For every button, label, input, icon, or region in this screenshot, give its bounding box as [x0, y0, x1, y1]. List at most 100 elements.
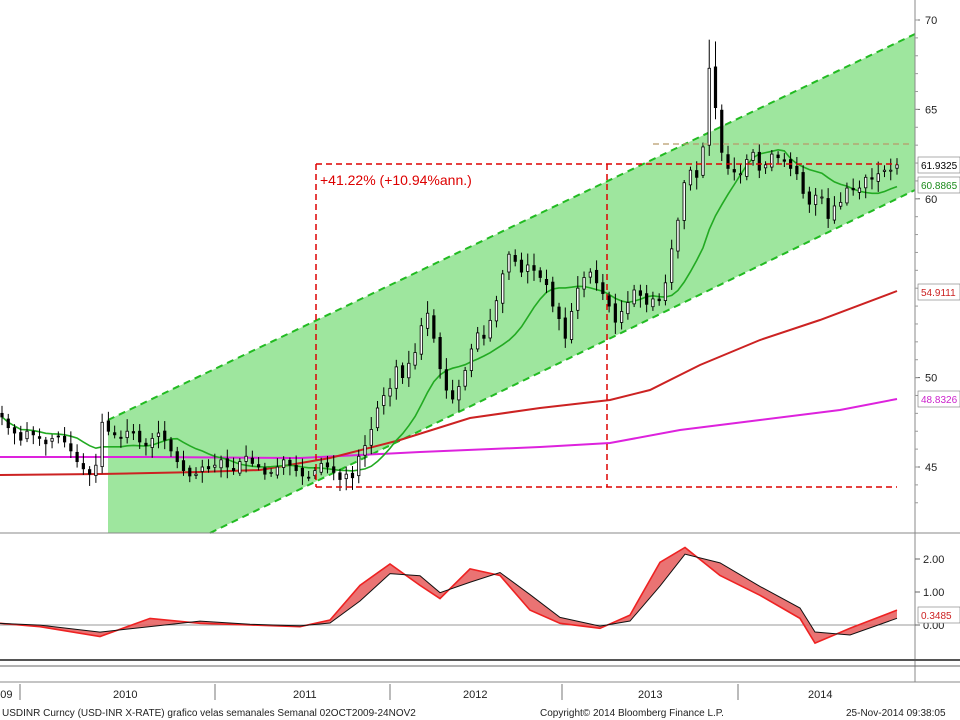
candle-body — [494, 300, 499, 322]
candle-body — [432, 315, 436, 339]
channel-lower-line — [209, 189, 916, 534]
candle-body — [56, 435, 60, 438]
candle-body — [569, 311, 574, 340]
candle-body — [169, 439, 173, 452]
candle-body — [701, 146, 705, 176]
candle-body — [582, 277, 586, 290]
candle-body — [620, 311, 624, 323]
ma-red-line — [0, 290, 898, 476]
candle-body — [225, 458, 229, 468]
candle-body — [738, 173, 743, 176]
candle-body — [488, 319, 492, 339]
candle-body — [282, 459, 286, 468]
candle-body — [200, 466, 204, 472]
candle-body — [425, 312, 430, 329]
candle-body — [119, 436, 123, 439]
candle-body — [156, 432, 161, 437]
candle-body — [757, 151, 761, 171]
candle-body — [382, 395, 386, 406]
candle-body — [882, 169, 887, 172]
candle-body — [37, 436, 42, 439]
candle-body — [657, 298, 661, 302]
candle-body — [613, 303, 617, 323]
candle-body — [369, 429, 373, 446]
candle-body — [94, 464, 98, 476]
channel-fill — [108, 34, 915, 533]
candle-body — [451, 390, 455, 400]
ind-y-tick-label: 2.00 — [923, 554, 944, 566]
candle-body — [257, 464, 261, 468]
candle-body — [413, 352, 417, 366]
candle-body — [745, 159, 749, 177]
candle-body — [407, 362, 411, 379]
candle-body — [113, 432, 117, 436]
candle-body — [732, 169, 736, 173]
candle-body — [106, 420, 110, 432]
candle-body — [889, 169, 893, 172]
candle-body — [645, 293, 649, 305]
candle-body — [75, 451, 79, 463]
candle-body — [344, 473, 348, 480]
candle-body — [444, 369, 448, 391]
ma-red-tag-box — [917, 283, 960, 301]
candle-body — [839, 201, 843, 207]
candle-body — [50, 437, 54, 442]
candle-body — [538, 270, 542, 278]
candle-body — [150, 437, 154, 448]
candle-body — [419, 325, 423, 355]
candle-body — [131, 431, 136, 434]
candle-body — [300, 467, 305, 477]
y-tick-label: 60 — [925, 194, 937, 206]
candle-body — [870, 177, 874, 180]
y-tick-label: 70 — [925, 15, 937, 27]
candle-body — [826, 198, 830, 219]
candle-body — [626, 302, 630, 315]
x-tick-label: 2013 — [638, 689, 662, 701]
candle-body — [188, 467, 192, 477]
candle-body — [832, 205, 837, 221]
ma-red-tag: 54.9111 — [921, 288, 956, 299]
candle-body — [519, 259, 524, 273]
candle-body — [676, 219, 680, 252]
ma-green-tag-box — [917, 176, 960, 194]
candle-body — [864, 176, 868, 189]
candle-body — [219, 459, 223, 469]
ma-magenta-tag-box — [917, 390, 960, 408]
candle-body — [770, 153, 774, 168]
candle-body — [244, 455, 248, 462]
candle-body — [31, 430, 35, 436]
footer: USDINR Curncy (USD-INR X-RATE) grafico v… — [2, 708, 946, 719]
candle-body — [682, 182, 686, 221]
candle-body — [670, 248, 674, 283]
candle-body — [532, 265, 536, 271]
candle-body — [288, 459, 292, 466]
candle-body — [19, 432, 23, 441]
candle-body — [163, 430, 167, 441]
candle-body — [181, 460, 186, 471]
candle-body — [400, 365, 405, 378]
candle-body — [263, 467, 267, 475]
candle-body — [469, 348, 474, 371]
candle-body — [194, 473, 198, 476]
indicator-tag-box — [917, 606, 960, 624]
candle-body — [795, 165, 799, 175]
candle-body — [88, 469, 92, 475]
candle-body — [476, 332, 480, 350]
candle-body — [720, 109, 724, 153]
candle-body — [526, 264, 530, 272]
candle-body — [776, 154, 780, 159]
last-price-tag: 61.9325 — [921, 161, 958, 172]
candle-body — [325, 462, 330, 468]
candle-body — [663, 282, 668, 301]
candle-body — [576, 287, 580, 311]
candle-body — [457, 386, 461, 401]
candle-body — [782, 159, 786, 162]
candle-body — [807, 191, 811, 205]
x-tick-label: 2009 — [0, 689, 12, 701]
ind-divergence-fill — [0, 547, 897, 644]
candle-body — [213, 464, 217, 468]
y-tick-label: 50 — [925, 373, 937, 385]
candle-body — [801, 172, 805, 194]
candle-body — [438, 337, 442, 370]
